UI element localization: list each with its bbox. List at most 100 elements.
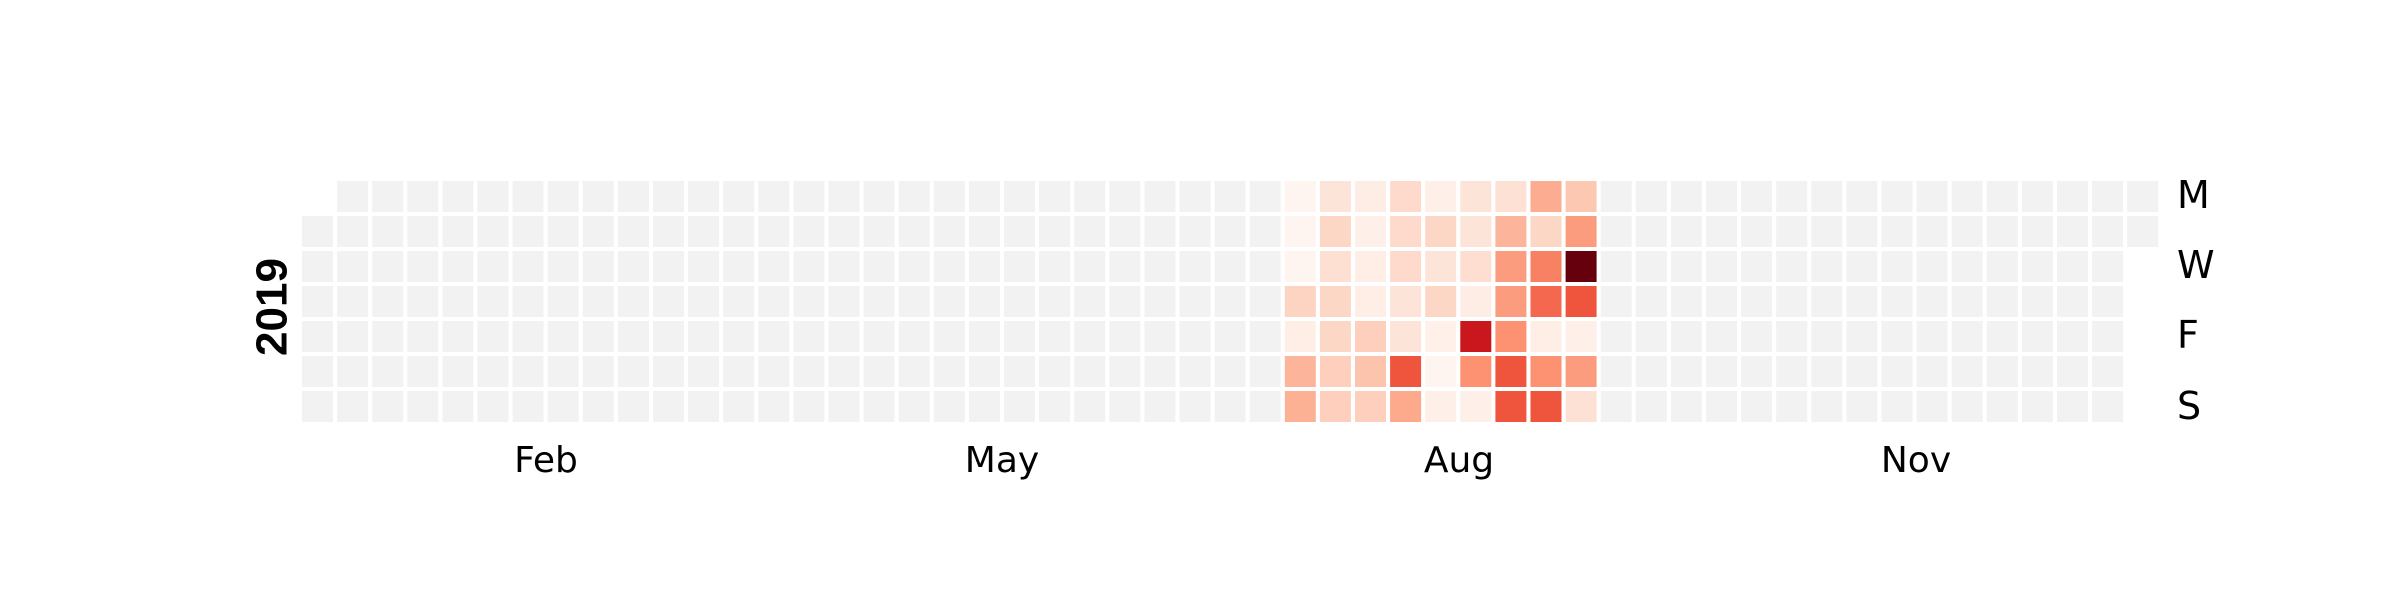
x-tick-label: Feb <box>514 440 578 481</box>
heatmap-cell <box>1846 251 1878 282</box>
heatmap-cell <box>512 251 544 282</box>
heatmap-cell <box>1986 356 2018 387</box>
heatmap-cell <box>2057 181 2088 212</box>
heatmap-cell <box>723 391 755 422</box>
heatmap-cell <box>1039 216 1071 247</box>
heatmap-cell <box>1986 321 2018 352</box>
heatmap-cell <box>1811 286 1843 317</box>
heatmap-cell <box>582 356 614 387</box>
heatmap-cell <box>688 391 720 422</box>
heatmap-cell <box>337 391 369 422</box>
heatmap-cell <box>2021 286 2053 317</box>
heatmap-cell <box>1986 216 2018 247</box>
heatmap-cell <box>898 286 930 317</box>
heatmap-cell <box>407 181 439 212</box>
heatmap-cell <box>2057 321 2088 352</box>
heatmap-cell <box>933 181 965 212</box>
heatmap-cell <box>1284 181 1316 212</box>
heatmap-cell <box>1495 356 1527 387</box>
heatmap-cell <box>1355 181 1386 212</box>
heatmap-cell <box>1249 356 1281 387</box>
heatmap-cell <box>828 356 860 387</box>
heatmap-cell <box>1004 216 1035 247</box>
heatmap-cell <box>1284 356 1316 387</box>
heatmap-cell <box>653 181 684 212</box>
heatmap-cell <box>758 181 790 212</box>
heatmap-cell <box>828 286 860 317</box>
heatmap-cell <box>863 181 895 212</box>
heatmap-cell <box>1495 321 1527 352</box>
heatmap-cell <box>1706 216 1737 247</box>
heatmap-cell <box>1319 181 1351 212</box>
heatmap-cell <box>653 216 684 247</box>
heatmap-cell <box>1565 391 1597 422</box>
heatmap-cell <box>2021 356 2053 387</box>
heatmap-cell <box>898 321 930 352</box>
heatmap-cell <box>1425 356 1457 387</box>
heatmap-cell <box>1776 321 1808 352</box>
heatmap-cell <box>407 286 439 317</box>
heatmap-cell <box>1951 216 1983 247</box>
y-tick-label: M <box>2177 173 2210 217</box>
heatmap-cell <box>1109 251 1141 282</box>
heatmap-cell <box>898 356 930 387</box>
heatmap-cell <box>1179 251 1211 282</box>
heatmap-cell <box>1390 391 1422 422</box>
heatmap-cell <box>1846 391 1878 422</box>
heatmap-cell <box>477 356 509 387</box>
heatmap-cell <box>1530 391 1562 422</box>
heatmap-cell <box>863 286 895 317</box>
heatmap-cell <box>723 286 755 317</box>
heatmap-cell <box>1284 286 1316 317</box>
heatmap-cell <box>547 286 579 317</box>
heatmap-cell <box>2057 216 2088 247</box>
heatmap-cells <box>302 181 2159 422</box>
heatmap-cell <box>1741 181 1773 212</box>
heatmap-cell <box>1249 216 1281 247</box>
heatmap-cell <box>617 356 649 387</box>
heatmap-cell <box>1390 356 1422 387</box>
heatmap-cell <box>653 321 684 352</box>
heatmap-cell <box>512 321 544 352</box>
heatmap-cell <box>1986 286 2018 317</box>
heatmap-cell <box>1530 251 1562 282</box>
heatmap-cell <box>1249 321 1281 352</box>
heatmap-cell <box>1986 251 2018 282</box>
heatmap-cell <box>2092 321 2124 352</box>
heatmap-cell <box>968 251 1000 282</box>
heatmap-cell <box>1425 321 1457 352</box>
heatmap-cell <box>1741 321 1773 352</box>
heatmap-cell <box>898 391 930 422</box>
heatmap-cell <box>582 286 614 317</box>
heatmap-cell <box>547 251 579 282</box>
heatmap-cell <box>1635 181 1667 212</box>
heatmap-cell <box>1039 181 1071 212</box>
heatmap-cell <box>1460 251 1492 282</box>
heatmap-cell <box>1284 321 1316 352</box>
heatmap-cell <box>1600 181 1632 212</box>
heatmap-cell <box>1004 181 1035 212</box>
heatmap-cell <box>1214 391 1246 422</box>
heatmap-cell <box>723 321 755 352</box>
y-tick-label: W <box>2177 243 2215 287</box>
heatmap-cell <box>1004 286 1035 317</box>
heatmap-cell <box>933 356 965 387</box>
heatmap-cell <box>337 251 369 282</box>
heatmap-cell <box>1214 181 1246 212</box>
heatmap-cell <box>1951 321 1983 352</box>
heatmap-cell <box>1670 321 1702 352</box>
heatmap-cell <box>512 181 544 212</box>
heatmap-cell <box>302 251 333 282</box>
heatmap-cell <box>1355 286 1386 317</box>
heatmap-cell <box>617 251 649 282</box>
heatmap-cell <box>1319 356 1351 387</box>
heatmap-cell <box>1460 181 1492 212</box>
heatmap-cell <box>372 286 404 317</box>
heatmap-cell <box>372 251 404 282</box>
heatmap-cell <box>1460 391 1492 422</box>
heatmap-cell <box>863 356 895 387</box>
heatmap-cell <box>1109 181 1141 212</box>
heatmap-cell <box>617 321 649 352</box>
heatmap-cell <box>1214 251 1246 282</box>
heatmap-cell <box>688 286 720 317</box>
